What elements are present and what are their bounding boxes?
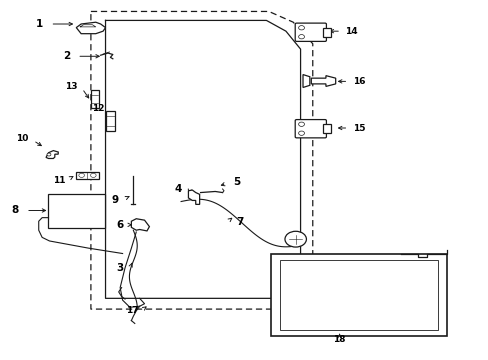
Text: 13: 13 <box>65 82 78 91</box>
Circle shape <box>79 173 84 177</box>
Polygon shape <box>323 28 330 37</box>
Text: 9: 9 <box>111 195 119 205</box>
Text: 10: 10 <box>17 134 29 143</box>
Polygon shape <box>46 150 58 158</box>
Text: 3: 3 <box>116 263 123 273</box>
Polygon shape <box>311 76 335 86</box>
Text: 18: 18 <box>333 335 345 344</box>
Polygon shape <box>131 219 149 231</box>
Text: 14: 14 <box>345 27 357 36</box>
Polygon shape <box>76 22 105 34</box>
Text: 11: 11 <box>53 176 65 185</box>
Circle shape <box>90 173 96 177</box>
Text: 17: 17 <box>126 306 139 315</box>
Text: 4: 4 <box>175 184 182 194</box>
FancyBboxPatch shape <box>295 120 326 138</box>
Polygon shape <box>188 190 199 204</box>
Circle shape <box>298 35 304 39</box>
Text: 8: 8 <box>12 206 19 216</box>
Circle shape <box>298 122 304 126</box>
FancyBboxPatch shape <box>295 23 326 41</box>
Bar <box>279 260 437 330</box>
Text: 2: 2 <box>63 51 70 61</box>
Circle shape <box>298 26 304 30</box>
Text: 16: 16 <box>352 77 365 86</box>
Circle shape <box>47 153 51 156</box>
Bar <box>48 194 104 228</box>
Bar <box>271 253 446 336</box>
Circle shape <box>285 231 306 247</box>
Text: 7: 7 <box>235 217 243 227</box>
Polygon shape <box>323 125 330 133</box>
Bar <box>76 172 99 179</box>
Text: 6: 6 <box>116 220 123 230</box>
Bar <box>91 90 99 108</box>
Text: 12: 12 <box>92 104 104 113</box>
Text: 1: 1 <box>36 19 43 29</box>
Text: 5: 5 <box>233 177 240 187</box>
Circle shape <box>298 131 304 135</box>
Text: 15: 15 <box>352 123 365 132</box>
Polygon shape <box>303 75 309 87</box>
Bar <box>105 111 115 131</box>
